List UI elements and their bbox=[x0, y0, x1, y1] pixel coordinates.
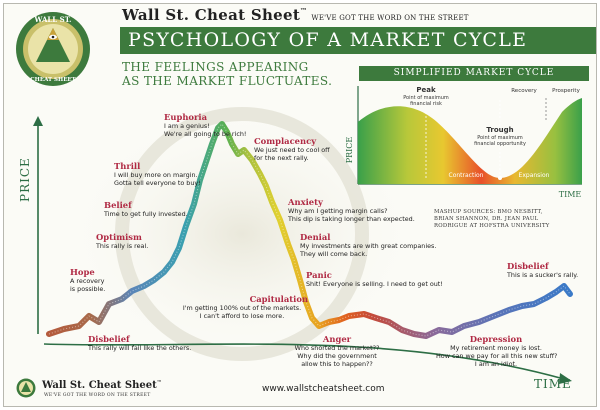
inset-title: SIMPLIFIED MARKET CYCLE bbox=[359, 66, 589, 81]
stage-complacency: Complacency We just need to cool off for… bbox=[254, 136, 330, 162]
stage-line: Who shorted the market?? bbox=[294, 344, 380, 352]
footer-brand-tm: ™ bbox=[156, 380, 162, 386]
stage-line: Shit! Everyone is selling. I need to get… bbox=[306, 280, 443, 288]
inset-expansion-label: Expansion bbox=[519, 172, 550, 179]
stage-line: They will come back. bbox=[300, 250, 368, 258]
brand-title: Wall St. Cheat Sheet™WE'VE GOT THE WORD … bbox=[122, 6, 469, 28]
stage-disbelief-early: Disbelief This rally will fail like the … bbox=[88, 334, 191, 352]
footer-logo-icon bbox=[16, 378, 36, 398]
credit-line: RODRIGUE AT HOFSTRA UNIVERSITY bbox=[434, 223, 550, 229]
footer-url-link[interactable]: www.wallstcheatsheet.com bbox=[262, 384, 385, 394]
stage-disbelief-late: Disbelief This is a sucker's rally. bbox=[507, 261, 578, 279]
brand-name: Wall St. Cheat Sheet bbox=[122, 6, 301, 24]
inset-peak-title: Peak bbox=[416, 86, 436, 94]
stage-line: Why did the government bbox=[297, 352, 377, 360]
stage-anxiety: Anxiety Why am I getting margin calls? T… bbox=[288, 197, 415, 223]
stage-line: I'm getting 100% out of the markets. bbox=[182, 304, 302, 312]
stage-line: Why am I getting margin calls? bbox=[288, 207, 388, 215]
subtitle-line-1: THE FEELINGS APPEARING bbox=[122, 60, 309, 74]
stage-title: Euphoria bbox=[164, 112, 208, 122]
stage-title: Disbelief bbox=[507, 261, 549, 271]
inset-trough-sub2: financial opportunity bbox=[474, 141, 526, 147]
y-axis-arrow-icon bbox=[33, 116, 43, 126]
stage-line: How can we pay for all this new stuff? bbox=[436, 352, 558, 360]
stage-belief: Belief Time to get fully invested. bbox=[104, 200, 188, 218]
x-axis-arrow-icon bbox=[559, 373, 572, 384]
stage-anger: Anger Who shorted the market?? Why did t… bbox=[270, 334, 404, 368]
stage-line: My investments are with great companies. bbox=[300, 242, 437, 250]
stage-title: Anxiety bbox=[288, 197, 323, 207]
stage-line: I can't afford to lose more. bbox=[199, 312, 285, 320]
inset-cycle-area bbox=[358, 98, 582, 184]
stage-title: Belief bbox=[104, 200, 132, 210]
stage-optimism: Optimism This rally is real. bbox=[96, 232, 148, 250]
stage-line: Gotta tell everyone to buy! bbox=[114, 179, 201, 187]
stage-title: Optimism bbox=[96, 232, 142, 242]
credit-line: BRIAN SHANNON, DR. JEAN PAUL bbox=[434, 216, 539, 222]
logo-text-top: WALL ST. bbox=[34, 15, 72, 24]
stage-line: I will buy more on margin. bbox=[114, 171, 198, 179]
brand-tm: ™ bbox=[300, 6, 308, 15]
inset-y-label: PRICE bbox=[345, 137, 354, 164]
stage-line: allow this to happen?? bbox=[301, 360, 373, 368]
logo-text-bottom: CHEAT SHEET bbox=[30, 77, 76, 83]
market-cycle-curve bbox=[46, 121, 573, 339]
stage-line: I am an idiot. bbox=[474, 360, 518, 368]
inset-trough-dot bbox=[498, 176, 502, 180]
stage-depression: Depression My retirement money is lost. … bbox=[436, 334, 558, 368]
infographic-frame: WALL ST. CHEAT SHEET Wall St. Cheat Shee… bbox=[3, 3, 597, 407]
stage-title: Panic bbox=[306, 270, 332, 280]
stage-title: Complacency bbox=[254, 136, 317, 146]
inset-peak-sub1: Point of maximum bbox=[403, 95, 449, 101]
stage-title: Disbelief bbox=[88, 334, 130, 344]
inset-trough-title: Trough bbox=[486, 126, 513, 134]
footer-brand-name: Wall St. Cheat Sheet bbox=[42, 380, 157, 391]
stage-line: Time to get fully invested. bbox=[104, 210, 188, 218]
stage-line: I am a genius! bbox=[164, 122, 210, 130]
footer-tagline: WE'VE GOT THE WORD ON THE STREET bbox=[44, 393, 151, 398]
stage-line: is possible. bbox=[70, 285, 106, 293]
stage-title: Anger bbox=[322, 334, 352, 344]
simplified-cycle-inset: Peak Point of maximum financial risk Tro… bbox=[345, 86, 582, 199]
credit-line: MASHUP SOURCES: BMO NESBITT, bbox=[434, 209, 543, 215]
stage-title: Hope bbox=[70, 267, 95, 277]
stage-line: A recovery bbox=[70, 277, 105, 285]
stage-thrill: Thrill I will buy more on margin. Gotta … bbox=[114, 161, 201, 187]
market-cycle-chart bbox=[33, 104, 573, 384]
stage-title: Denial bbox=[300, 232, 331, 242]
stage-line: for the next rally. bbox=[254, 154, 309, 162]
stage-capitulation: Capitulation I'm getting 100% out of the… bbox=[176, 294, 308, 320]
stage-euphoria: Euphoria I am a genius! We're all going … bbox=[164, 112, 246, 138]
sources-credit: MASHUP SOURCES: BMO NESBITT, BRIAN SHANN… bbox=[434, 209, 594, 230]
wall-st-logo-icon: WALL ST. CHEAT SHEET bbox=[16, 12, 90, 86]
main-x-axis-label: TIME bbox=[534, 377, 572, 391]
brand-tagline: WE'VE GOT THE WORD ON THE STREET bbox=[311, 14, 469, 22]
main-y-axis-label: PRICE bbox=[18, 157, 32, 202]
footer-brand: Wall St. Cheat Sheet™ bbox=[42, 380, 162, 391]
inset-prosperity-label: Prosperity bbox=[552, 88, 580, 94]
stage-denial: Denial My investments are with great com… bbox=[300, 232, 436, 258]
stage-title: Capitulation bbox=[249, 294, 308, 304]
watermark-glow bbox=[62, 104, 422, 364]
stage-line: This dip is taking longer than expected. bbox=[288, 215, 415, 223]
stage-line: We just need to cool off bbox=[254, 146, 330, 154]
stage-line: This rally will fail like the others. bbox=[88, 344, 192, 352]
stage-panic: Panic Shit! Everyone is selling. I need … bbox=[306, 270, 443, 288]
stage-line: We're all going to be rich! bbox=[164, 130, 247, 138]
stage-title: Depression bbox=[469, 334, 523, 344]
stage-line: This is a sucker's rally. bbox=[507, 271, 579, 279]
inset-contraction-label: Contraction bbox=[449, 172, 484, 179]
watermark-seal bbox=[115, 107, 369, 361]
stage-hope: Hope A recovery is possible. bbox=[70, 267, 105, 293]
page-title: PSYCHOLOGY OF A MARKET CYCLE bbox=[120, 27, 596, 54]
subtitle-line-2: AS THE MARKET FLUCTUATES. bbox=[122, 74, 333, 88]
stage-line: This rally is real. bbox=[96, 242, 149, 250]
inset-peak-sub2: financial risk bbox=[410, 101, 442, 107]
inset-trough-sub1: Point of maximum bbox=[477, 135, 523, 141]
inset-x-label: TIME bbox=[559, 190, 582, 199]
stage-line: My retirement money is lost. bbox=[450, 344, 542, 352]
inset-recovery-label: Recovery bbox=[511, 88, 537, 94]
x-axis-line bbox=[43, 343, 565, 380]
stage-title: Thrill bbox=[114, 161, 141, 171]
